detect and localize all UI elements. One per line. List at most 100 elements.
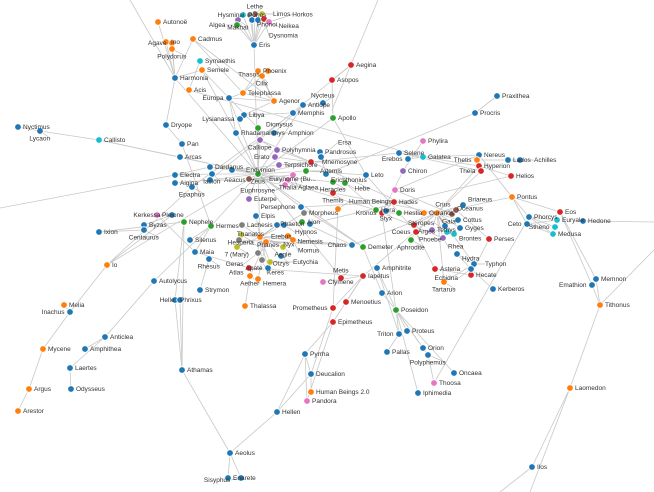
node-aeolus-dot[interactable] (226, 449, 234, 457)
node-laomedon-dot[interactable] (566, 384, 574, 392)
node-chaos-dot[interactable] (348, 241, 356, 249)
node-themis-dot[interactable] (329, 189, 337, 197)
node-strymon-dot[interactable] (196, 286, 204, 294)
node-aigina-dot[interactable] (171, 179, 179, 187)
node-erichthonius-dot[interactable] (322, 170, 330, 178)
node-eos-dot[interactable] (556, 208, 564, 216)
node-erebos-dot[interactable] (404, 155, 412, 163)
node-momus-dot[interactable] (289, 236, 297, 244)
node-brontes-dot[interactable] (450, 230, 458, 238)
node-leto-dot[interactable] (362, 171, 370, 179)
node-perses-dot[interactable] (485, 235, 493, 243)
node-aether-dot[interactable] (246, 272, 254, 280)
node-hera-dot[interactable] (372, 206, 380, 214)
node-euphrosyne-dot[interactable] (281, 181, 289, 189)
node-clymene-dot[interactable] (319, 278, 327, 286)
node-thoosa-dot[interactable] (430, 379, 438, 387)
node-aegle-dot[interactable] (279, 243, 287, 251)
node-thanatos-dot[interactable] (273, 221, 281, 229)
node-artemis-dot[interactable] (302, 167, 310, 175)
node-semele-dot[interactable] (198, 66, 206, 74)
node-poseidon-dot[interactable] (392, 306, 400, 314)
node-elpis-dot[interactable] (252, 212, 260, 220)
node-antiope-dot[interactable] (299, 101, 307, 109)
node-emathion-dot[interactable] (588, 281, 596, 289)
node-memnon-dot[interactable] (592, 275, 600, 283)
node-ceto-dot[interactable] (523, 220, 531, 228)
node-agenor-dot[interactable] (270, 97, 278, 105)
node-kerberos-dot[interactable] (489, 285, 497, 293)
node-electra-dot[interactable] (171, 171, 179, 179)
node-selene-dot[interactable] (395, 149, 403, 157)
node-rhea-dot[interactable] (439, 234, 447, 242)
node-phaeton-dot[interactable] (306, 220, 314, 228)
node-asteria-dot[interactable] (431, 265, 439, 273)
node-telephassa-dot[interactable] (239, 89, 247, 97)
node-gyges-dot[interactable] (456, 224, 464, 232)
node-ixion-dot[interactable] (95, 228, 103, 236)
node-lycaon-dot[interactable] (36, 127, 44, 135)
node-orion-dot[interactable] (419, 344, 427, 352)
node-echidna-dot[interactable] (467, 265, 475, 273)
node-briareus-dot[interactable] (459, 201, 467, 209)
node-lysianassa-dot[interactable] (236, 115, 244, 123)
node-nyx-dot[interactable] (256, 233, 264, 241)
node-keres-dot[interactable] (258, 256, 266, 264)
node-hydra-dot[interactable] (453, 250, 461, 258)
node-amphion-dot[interactable] (270, 129, 278, 137)
node-eris-dot[interactable] (250, 41, 258, 49)
node-theia-dot[interactable] (477, 167, 485, 175)
node-dryope-dot[interactable] (162, 121, 170, 129)
node-amphithea-dot[interactable] (81, 345, 89, 353)
node-pandora-dot[interactable] (303, 397, 311, 405)
node-nycteus-dot[interactable] (319, 99, 327, 107)
node-maia-dot[interactable] (191, 248, 199, 256)
node-prometheus-dot[interactable] (329, 304, 337, 312)
node-laertes-dot[interactable] (66, 364, 74, 372)
node-euryale-dot[interactable] (553, 216, 561, 224)
node-persephone-dot[interactable] (297, 203, 305, 211)
node-enarete-dot[interactable] (224, 474, 232, 482)
node-cottus-dot[interactable] (454, 216, 462, 224)
node-arestor-dot[interactable] (14, 407, 22, 415)
node-7-mary-dot[interactable] (233, 243, 241, 251)
node-amphitrite-dot[interactable] (373, 264, 381, 272)
node-polyphemus-dot[interactable] (424, 351, 432, 359)
node-anticlea-dot[interactable] (101, 333, 109, 341)
node-aeacus-dot[interactable] (206, 176, 214, 184)
node-zeus-dot[interactable] (254, 170, 262, 178)
node-human-beings-dot[interactable] (334, 205, 342, 213)
node-oizys-dot[interactable] (277, 252, 285, 260)
node-medusa-dot[interactable] (549, 230, 557, 238)
node-iphimedia-dot[interactable] (414, 389, 422, 397)
node-hermes-dot[interactable] (207, 222, 215, 230)
node-oncaea-dot[interactable] (450, 369, 458, 377)
node-proteus-dot[interactable] (403, 327, 411, 335)
node-rhadamanthys-dot[interactable] (232, 129, 240, 137)
node-memphis-dot[interactable] (289, 109, 297, 117)
node-triton-dot[interactable] (395, 330, 403, 338)
node-human-beings-2-0-dot[interactable] (307, 388, 315, 396)
node-erebus-dot[interactable] (262, 238, 270, 246)
node-endymion-dot[interactable] (228, 166, 236, 174)
node-pyrrha-dot[interactable] (301, 350, 309, 358)
node-doris-dot[interactable] (391, 186, 399, 194)
node-hestia-dot[interactable] (395, 209, 403, 217)
node-phylira-dot[interactable] (419, 137, 427, 145)
node-terpsichore-dot[interactable] (275, 161, 283, 169)
node-lachesis-dot[interactable] (238, 221, 246, 229)
node-pontus-dot[interactable] (508, 193, 516, 201)
node-aegina-dot[interactable] (347, 61, 355, 69)
node-arion-dot[interactable] (378, 289, 386, 297)
node-gaia-dot[interactable] (433, 209, 441, 217)
node-hades-dot[interactable] (390, 198, 398, 206)
node-dionysus-dot[interactable] (254, 124, 262, 132)
node-heracles-dot[interactable] (329, 178, 337, 186)
node-callisto-dot[interactable] (95, 136, 103, 144)
node-dardanus-dot[interactable] (206, 163, 214, 171)
node-polydorus-dot[interactable] (168, 45, 176, 53)
node-arges-dot[interactable] (441, 222, 449, 230)
node-phanes-dot[interactable] (235, 236, 243, 244)
node-nyctimus-dot[interactable] (14, 123, 22, 131)
